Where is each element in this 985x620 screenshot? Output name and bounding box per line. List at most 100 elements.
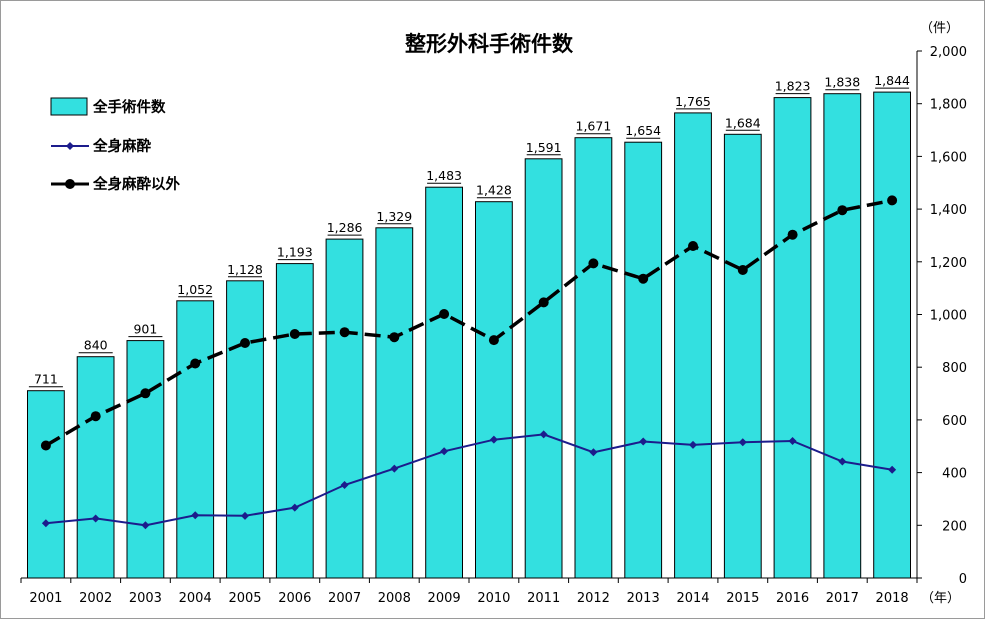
legend: 全手術件数 全身麻酔 全身麻酔以外 bbox=[50, 97, 180, 193]
bar-value-label-2001: 711 bbox=[34, 372, 58, 387]
point-general-2006 bbox=[290, 503, 299, 512]
point-general-2013 bbox=[639, 437, 648, 446]
legend-label-total: 全手術件数 bbox=[92, 98, 166, 116]
x-tick-label-2015: 2015 bbox=[726, 591, 759, 606]
point-other-2012 bbox=[588, 258, 599, 269]
point-other-2009 bbox=[439, 309, 450, 319]
bar-value-label-2006: 1,193 bbox=[277, 245, 313, 260]
point-general-2017 bbox=[838, 457, 847, 466]
y-tick-label-1800: 1,800 bbox=[930, 98, 967, 113]
point-general-2009 bbox=[440, 447, 449, 456]
bar-value-label-2004: 1,052 bbox=[177, 282, 213, 297]
bar-2012 bbox=[574, 137, 613, 579]
point-general-2016 bbox=[788, 436, 797, 445]
y-axis-unit: （件） bbox=[920, 21, 959, 36]
x-tick-label-2018: 2018 bbox=[876, 591, 909, 606]
x-tick-label-2013: 2013 bbox=[627, 591, 660, 606]
x-axis-unit: （年） bbox=[921, 591, 960, 606]
x-tick-label-2001: 2001 bbox=[29, 591, 62, 606]
bar-value-label-2005: 1,128 bbox=[227, 262, 263, 277]
bar-value-label-2010: 1,428 bbox=[476, 183, 512, 198]
point-general-2001 bbox=[41, 519, 50, 528]
point-other-2001 bbox=[40, 440, 51, 451]
bar-2005 bbox=[226, 280, 264, 579]
bar-2017 bbox=[823, 93, 862, 579]
point-other-2016 bbox=[787, 229, 798, 240]
bar-value-label-2016: 1,823 bbox=[775, 79, 811, 94]
y-tick-label-1400: 1,400 bbox=[930, 203, 967, 218]
y-tick-label-2000: 2,000 bbox=[930, 45, 967, 60]
bar-2002 bbox=[76, 356, 115, 579]
bar-2014 bbox=[674, 112, 712, 579]
point-other-2013 bbox=[638, 273, 649, 284]
point-other-2014 bbox=[688, 241, 698, 251]
bar-value-label-2009: 1,483 bbox=[426, 168, 462, 183]
x-tick-label-2004: 2004 bbox=[179, 591, 212, 606]
bar-2004 bbox=[176, 300, 215, 579]
y-tick-label-600: 600 bbox=[942, 414, 967, 429]
x-tick-label-2011: 2011 bbox=[527, 591, 560, 606]
point-general-2011 bbox=[539, 430, 548, 439]
bar-2013 bbox=[624, 141, 663, 579]
bar-2003 bbox=[126, 340, 165, 579]
point-other-2005 bbox=[240, 338, 250, 348]
y-tick-label-400: 400 bbox=[942, 467, 967, 482]
point-other-2006 bbox=[289, 329, 300, 339]
point-other-2008 bbox=[389, 332, 400, 343]
line-general-anesthesia bbox=[45, 433, 893, 527]
bar-value-label-2003: 901 bbox=[133, 322, 157, 337]
bar-2008 bbox=[375, 227, 414, 579]
point-other-2010 bbox=[488, 335, 499, 346]
legend-marker-other bbox=[65, 179, 75, 189]
axes: 2001 2002 2003 2004 2005 2006 2007 2008 2009 2010… bbox=[20, 45, 967, 606]
x-tick-label-2014: 2014 bbox=[676, 591, 709, 606]
bar-value-label-2017: 1,838 bbox=[824, 75, 860, 90]
bar-value-label-2007: 1,286 bbox=[327, 220, 363, 235]
legend-swatch-bar bbox=[50, 97, 88, 116]
point-other-2002 bbox=[90, 411, 101, 422]
bar-2009 bbox=[425, 186, 464, 579]
bar-value-label-2014: 1,765 bbox=[675, 94, 711, 109]
line-series-layer bbox=[40, 195, 898, 530]
x-tick-label-2010: 2010 bbox=[477, 591, 510, 606]
x-tick-label-2005: 2005 bbox=[228, 591, 261, 606]
x-tick-label-2007: 2007 bbox=[328, 591, 361, 606]
legend-label-other: 全身麻酔以外 bbox=[92, 175, 180, 193]
bar-2016 bbox=[773, 97, 812, 579]
y-tick-label-200: 200 bbox=[942, 519, 967, 534]
x-tick-label-2003: 2003 bbox=[129, 591, 162, 606]
legend-label-general: 全身麻酔 bbox=[92, 137, 151, 155]
y-tick-label-1200: 1,200 bbox=[930, 256, 967, 271]
point-general-2012 bbox=[589, 448, 598, 457]
legend-marker-general bbox=[66, 142, 74, 150]
bar-2015 bbox=[723, 133, 762, 579]
y-tick-label-1600: 1,600 bbox=[930, 150, 967, 165]
x-tick-label-2002: 2002 bbox=[79, 591, 112, 606]
point-other-2017 bbox=[837, 205, 848, 216]
point-general-2018 bbox=[888, 465, 897, 474]
y-tick-label-800: 800 bbox=[942, 361, 967, 376]
y-tick-label-1000: 1,000 bbox=[930, 309, 967, 324]
point-general-2003 bbox=[141, 521, 150, 530]
x-tick-label-2009: 2009 bbox=[428, 591, 461, 606]
point-other-2004 bbox=[190, 358, 201, 369]
point-general-2008 bbox=[390, 464, 399, 473]
bar-value-label-2008: 1,329 bbox=[376, 209, 412, 224]
point-general-2004 bbox=[191, 511, 200, 520]
line-other-than-general bbox=[45, 198, 893, 448]
point-other-2015 bbox=[737, 265, 748, 275]
point-general-2014 bbox=[689, 440, 697, 449]
bar-series: 711 840 901 1,052 1,128 1,193 1,286 1,329 1,483 1… bbox=[27, 73, 912, 579]
bar-value-label-2015: 1,684 bbox=[725, 115, 761, 130]
bar-2006 bbox=[275, 263, 314, 579]
x-tick-label-2016: 2016 bbox=[776, 591, 809, 606]
bar-2011 bbox=[524, 158, 563, 579]
point-other-2003 bbox=[140, 388, 151, 399]
chart-title: 整形外科手術件数 bbox=[405, 32, 574, 56]
point-general-2007 bbox=[340, 480, 349, 489]
x-tick-label-2012: 2012 bbox=[577, 591, 610, 606]
point-other-2011 bbox=[538, 297, 549, 308]
x-tick-label-2006: 2006 bbox=[278, 591, 311, 606]
